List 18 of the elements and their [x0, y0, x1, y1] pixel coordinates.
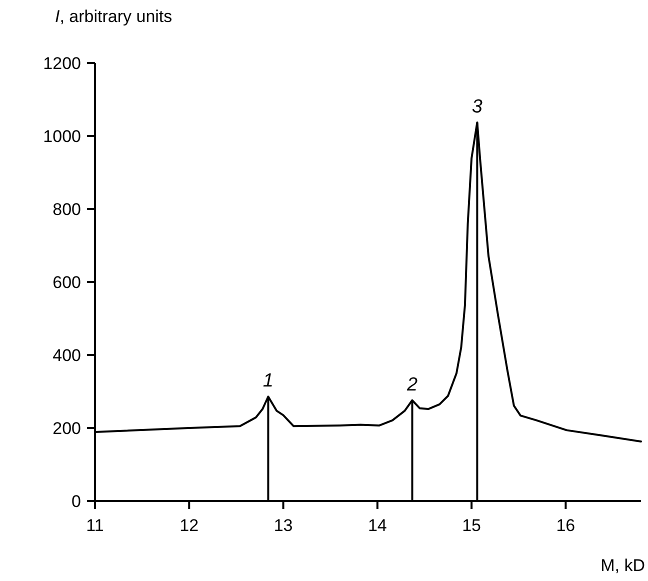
y-tick-label: 1000: [43, 126, 81, 146]
y-tick-label: 800: [52, 200, 81, 219]
y-tick-label: 600: [52, 272, 81, 292]
annotation: 3: [472, 96, 483, 118]
x-tick-label: 15: [462, 516, 482, 535]
y-axis-title: I, arbitrary units: [55, 7, 172, 26]
x-tick-label: 11: [86, 516, 104, 535]
annotation: 1: [262, 370, 274, 392]
x-axis-title: M, kD: [600, 556, 645, 575]
y-tick-label: 1200: [43, 54, 81, 73]
x-tick-label: 14: [368, 516, 387, 535]
y-tick-label: 0: [72, 492, 81, 511]
annotation: 2: [406, 374, 418, 396]
x-tick-label: 13: [274, 516, 293, 535]
x-tick-label: 12: [180, 516, 199, 535]
y-tick-label: 200: [52, 418, 81, 438]
y-tick-label: 400: [52, 346, 81, 365]
x-tick-label: 16: [556, 516, 576, 535]
